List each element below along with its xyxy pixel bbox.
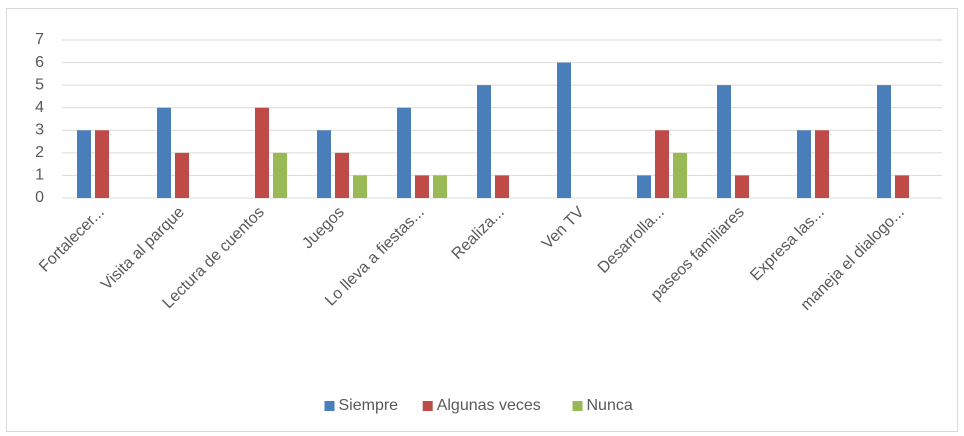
y-tick-label: 4 [35, 99, 44, 116]
y-tick-label: 6 [35, 54, 44, 71]
bar [255, 107, 269, 198]
legend-swatch [422, 401, 433, 411]
bar [335, 152, 349, 198]
bar [397, 107, 411, 198]
legend-swatch [572, 401, 583, 411]
bar [477, 85, 491, 198]
bar [557, 62, 571, 199]
legend-label: Algunas veces [437, 397, 541, 414]
bar [655, 130, 669, 198]
bar [735, 175, 749, 198]
bar [637, 175, 651, 198]
y-tick-label: 7 [35, 31, 44, 48]
bar [353, 175, 367, 198]
bar [157, 107, 171, 198]
bar [673, 152, 687, 198]
bar [273, 152, 287, 198]
legend-label: Nunca [587, 397, 633, 414]
bar [877, 85, 891, 198]
y-tick-label: 2 [35, 144, 44, 161]
bar [797, 130, 811, 198]
y-tick-label: 1 [35, 167, 44, 184]
bar [495, 175, 509, 198]
bar [717, 85, 731, 198]
y-tick-label: 5 [35, 76, 44, 93]
bar [433, 175, 447, 198]
bar [95, 130, 109, 198]
bar [77, 130, 91, 198]
bar [815, 130, 829, 198]
bar [317, 130, 331, 198]
legend-label: Siempre [339, 397, 399, 414]
bar [175, 152, 189, 198]
chart-border [6, 8, 958, 432]
y-tick-label: 0 [35, 189, 44, 206]
bar [415, 175, 429, 198]
y-tick-label: 3 [35, 122, 44, 139]
bar [895, 175, 909, 198]
legend-swatch [324, 401, 335, 411]
